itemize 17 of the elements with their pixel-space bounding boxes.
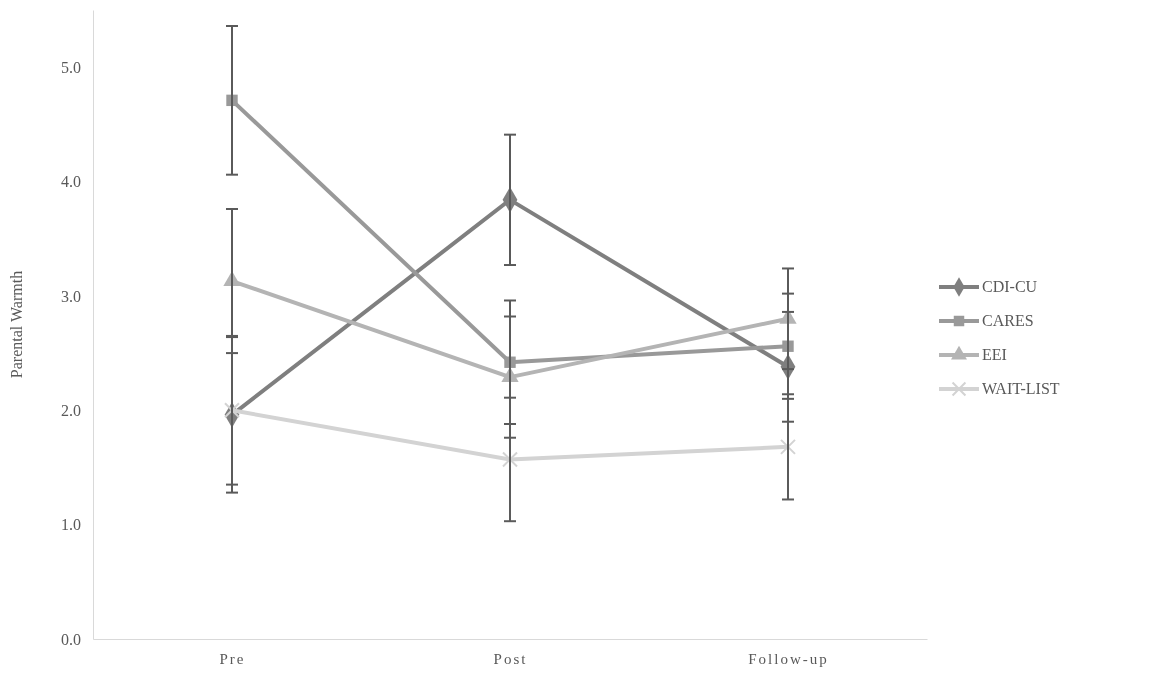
y-tick-label: 4.0 — [61, 173, 81, 191]
y-tick-label: 5.0 — [61, 58, 81, 76]
legend-label: EEI — [982, 346, 1007, 363]
y-tick-label: 0.0 — [61, 630, 81, 648]
y-tick-label: 2.0 — [61, 401, 81, 419]
x-tick-label: Follow-up — [748, 650, 829, 667]
y-axis-title: Parental Warmth — [8, 270, 25, 379]
legend-label: CDI-CU — [982, 278, 1038, 295]
x-tick-label: Pre — [219, 650, 246, 667]
point — [501, 451, 519, 468]
legend-label: CARES — [982, 312, 1034, 329]
y-tick-label: 3.0 — [61, 287, 81, 305]
legend-label: WAIT-LIST — [982, 380, 1060, 397]
point — [779, 438, 797, 455]
point — [223, 402, 241, 419]
x-tick-label: Post — [493, 650, 528, 667]
y-tick-label: 1.0 — [61, 516, 81, 534]
